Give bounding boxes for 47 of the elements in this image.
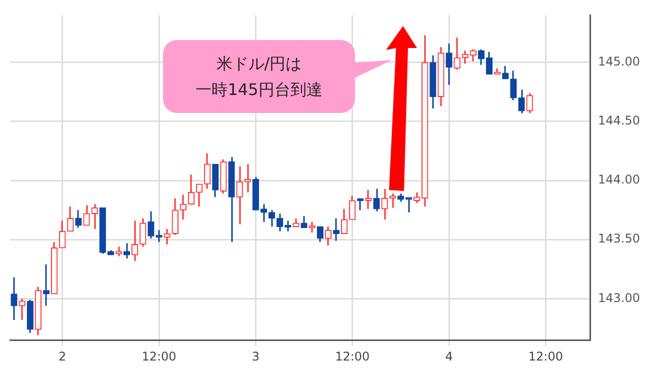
candlestick xyxy=(148,210,154,240)
y-tick-label: 144.00 xyxy=(598,172,640,187)
candlestick xyxy=(140,218,146,248)
candlestick xyxy=(123,242,130,260)
candlestick xyxy=(340,208,348,234)
y-tick-label: 143.50 xyxy=(598,232,640,246)
y-tick-label: 144.50 xyxy=(598,114,640,128)
candlestick xyxy=(446,42,452,86)
candlestick xyxy=(59,220,66,249)
candlestick xyxy=(316,226,324,243)
candlestick xyxy=(132,220,138,262)
x-tick-label: 4 xyxy=(445,349,453,364)
x-tick-label: 12:00 xyxy=(142,349,176,364)
candlestick xyxy=(300,215,308,229)
annotation: 一時145円台到達 xyxy=(196,80,322,98)
x-tick-label: 12:00 xyxy=(528,349,563,364)
candlestick xyxy=(510,70,517,101)
x-tick-label: 12:00 xyxy=(335,349,370,364)
candlestick xyxy=(10,276,18,321)
candlestick xyxy=(83,204,90,226)
candlestick xyxy=(373,188,380,212)
candlestick xyxy=(365,189,372,210)
candlestick xyxy=(526,92,533,114)
candlestick xyxy=(454,36,460,70)
x-tick-label: 2 xyxy=(58,349,66,364)
candlestick xyxy=(42,264,50,306)
candlestick xyxy=(268,209,276,228)
candlestick xyxy=(502,65,509,80)
candlestick xyxy=(381,188,388,220)
candlestick xyxy=(244,163,251,194)
candlestick xyxy=(18,298,26,321)
y-tick-label: 143.00 xyxy=(598,290,640,305)
candlestick xyxy=(67,206,74,232)
candlestick xyxy=(75,209,82,229)
candlestick xyxy=(172,198,178,236)
x-tick-label: 3 xyxy=(252,349,260,364)
candlestick xyxy=(276,212,284,232)
candlestick xyxy=(115,246,122,257)
candlestick xyxy=(324,226,332,246)
candlestick xyxy=(389,192,396,208)
candlestick xyxy=(204,152,211,190)
annotation: 米ドル/円は xyxy=(216,54,302,72)
y-tick-label: 145.00 xyxy=(598,54,640,69)
candlestick xyxy=(91,203,98,230)
candlestick xyxy=(236,166,243,226)
candlestick xyxy=(518,88,525,114)
candlestick xyxy=(349,195,356,220)
